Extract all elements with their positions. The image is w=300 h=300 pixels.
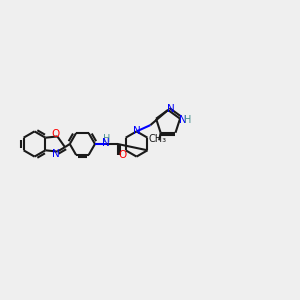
Text: N: N — [133, 126, 140, 136]
Text: H: H — [103, 134, 110, 144]
Text: N: N — [52, 149, 60, 159]
Text: CH₃: CH₃ — [148, 134, 167, 144]
Text: N: N — [167, 104, 174, 114]
Text: O: O — [52, 129, 60, 139]
Text: N: N — [179, 115, 187, 125]
Text: O: O — [118, 150, 126, 160]
Text: N: N — [102, 138, 110, 148]
Text: H: H — [184, 115, 191, 125]
